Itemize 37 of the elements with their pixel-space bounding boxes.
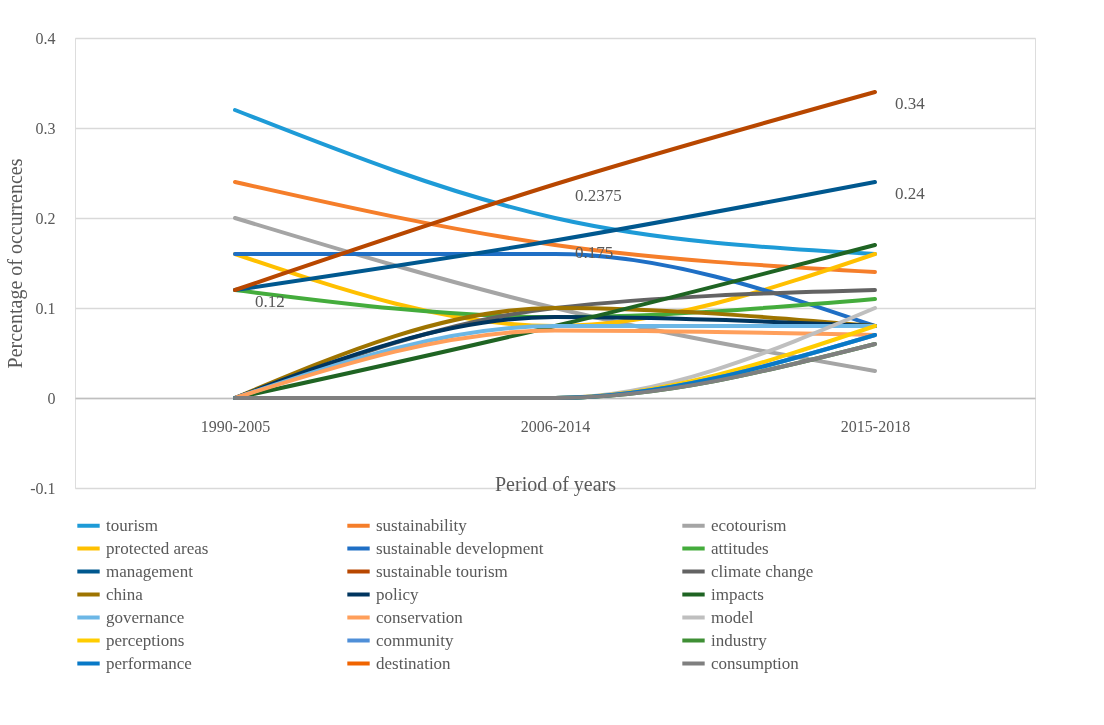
x-tick-label: 1990-2005	[200, 417, 271, 435]
legend-label: industry	[711, 630, 768, 650]
data-label: 0.34	[895, 94, 926, 113]
y-axis-title: Percentage of occurrences	[4, 158, 28, 369]
legend-label: conservation	[376, 607, 464, 627]
legend-label: destination	[376, 653, 452, 673]
y-tick-label: 0	[47, 389, 56, 407]
y-tick-label: 0.1	[35, 299, 56, 317]
legend-label: china	[106, 584, 144, 604]
legend-label: impacts	[711, 584, 764, 604]
y-tick-label: -0.1	[30, 479, 56, 497]
legend-label: climate change	[711, 561, 814, 581]
legend-label: sustainability	[376, 515, 468, 535]
legend-label: sustainable tourism	[376, 561, 508, 581]
legend-label: consumption	[711, 653, 800, 673]
legend-label: perceptions	[106, 630, 185, 650]
x-axis-title: Period of years	[494, 472, 617, 496]
x-tick-label: 2015-2018	[840, 417, 911, 435]
legend-label: community	[376, 630, 454, 650]
legend-label: governance	[106, 607, 185, 627]
legend-label: policy	[376, 584, 419, 604]
y-tick-label: 0.2	[35, 209, 56, 227]
legend-label: model	[711, 607, 754, 627]
data-label: 0.175	[575, 242, 614, 262]
legend-label: attitudes	[711, 538, 769, 558]
legend-label: ecotourism	[711, 515, 787, 535]
legend-label: sustainable development	[376, 538, 544, 558]
y-tick-label: 0.4	[35, 29, 56, 47]
data-label: 0.24	[895, 184, 926, 203]
legend-label: performance	[106, 653, 192, 673]
y-tick-label: 0.3	[35, 119, 56, 137]
legend-label: management	[106, 561, 194, 581]
legend-label: protected areas	[106, 538, 209, 558]
data-label: 0.12	[255, 292, 285, 311]
data-label: 0.2375	[575, 186, 622, 206]
x-tick-label: 2006-2014	[520, 417, 591, 435]
legend-label: tourism	[106, 515, 158, 535]
